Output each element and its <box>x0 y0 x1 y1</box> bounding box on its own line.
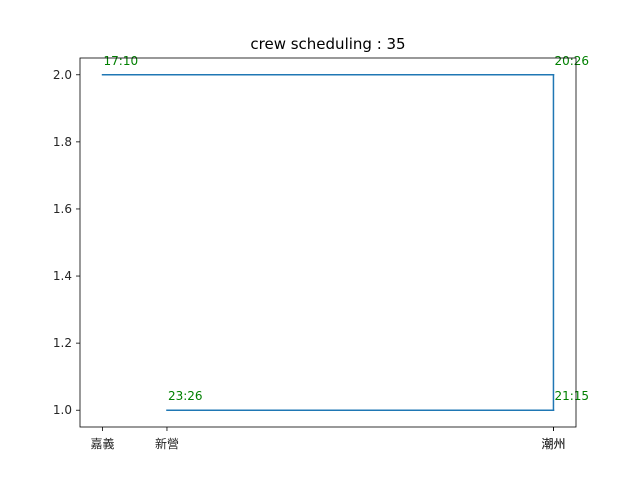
time-annotation: 23:26 <box>168 389 203 403</box>
x-tick-label: 新營 <box>155 436 179 451</box>
y-tick-label: 2.0 <box>53 68 72 82</box>
x-tick-label: 嘉義 <box>91 436 115 451</box>
plot-frame <box>79 57 577 428</box>
time-annotation: 20:26 <box>554 54 589 68</box>
y-tick-label: 1.6 <box>53 202 72 216</box>
y-tick-label: 1.8 <box>53 135 72 149</box>
y-tick-label: 1.2 <box>53 336 72 350</box>
y-tick-label: 1.4 <box>53 269 72 283</box>
x-tick-label: 潮州 <box>541 436 565 451</box>
series-layer <box>101 74 555 411</box>
time-annotation: 17:10 <box>104 54 139 68</box>
annotation-layer: 17:10 20:26 21:15 23:26 <box>104 54 590 403</box>
x-tick-label: 潮州 <box>541 436 565 451</box>
time-annotation: 21:15 <box>554 389 589 403</box>
y-axis: 1.0 1.2 1.4 1.6 1.8 2.0 <box>53 68 80 417</box>
y-tick-label: 1.0 <box>53 403 72 417</box>
chart-title: crew scheduling : 35 <box>250 35 405 53</box>
